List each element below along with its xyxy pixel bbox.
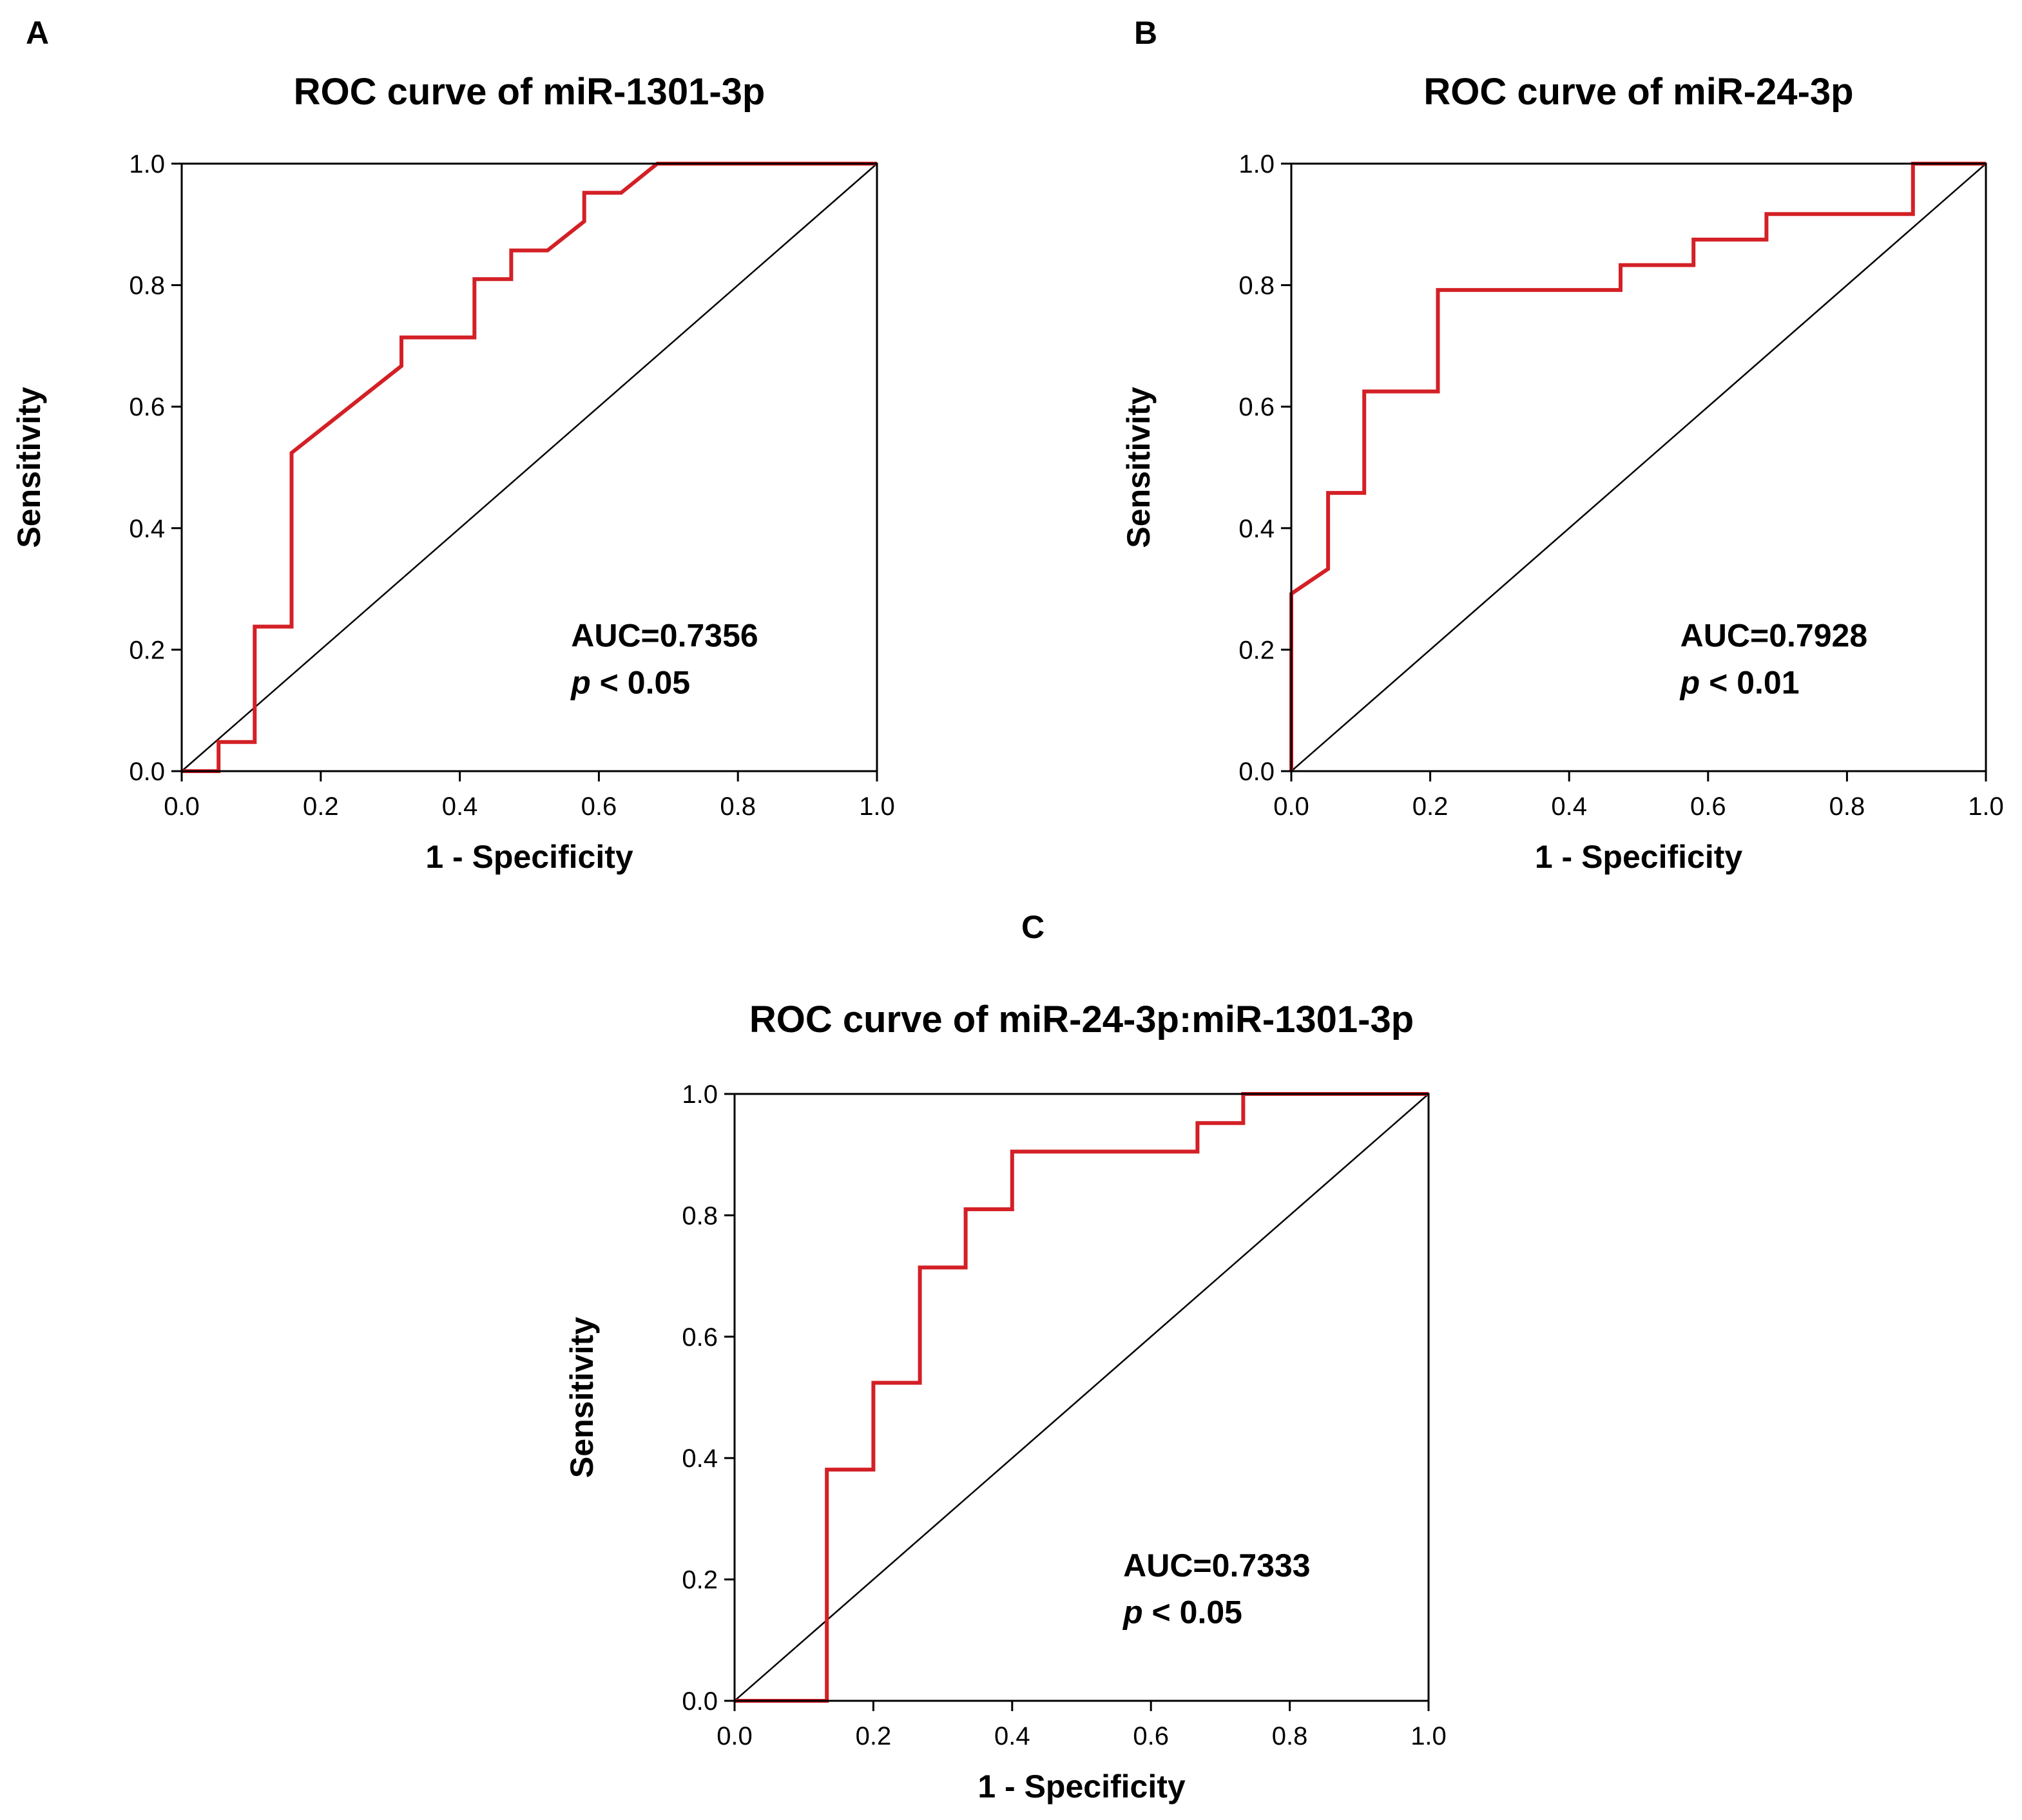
auc-annotation: AUC=0.7333 [1123,1547,1310,1584]
y-tick-label: 0.2 [682,1566,718,1595]
x-tick-label: 0.2 [1412,792,1449,821]
chart-title: ROC curve of miR-1301-3p [294,71,765,113]
x-tick-label: 0.0 [164,792,200,821]
x-tick-label: 0.2 [856,1722,892,1750]
x-axis-label: 1 - Specificity [425,839,633,875]
p-value-text: < 0.01 [1700,664,1799,700]
x-tick-label: 0.4 [994,1722,1030,1750]
x-tick-label: 0.4 [442,792,478,821]
y-tick-label: 0.4 [682,1444,718,1473]
y-tick-label: 0.4 [1238,515,1275,543]
x-tick-label: 0.8 [720,792,756,821]
y-axis-label: Sensitivity [11,387,47,548]
roc-curve-line [1289,162,1986,771]
plot-frame [733,1093,1430,1702]
x-tick-label: 1.0 [1411,1722,1447,1750]
panel-letter: C [1021,909,1045,945]
y-tick-label: 0.6 [129,393,165,421]
p-value-annotation: p < 0.01 [1679,664,1800,700]
y-tick-label: 0.8 [682,1202,718,1230]
p-symbol: p [1122,1594,1143,1630]
plot-frame [1290,162,1987,772]
y-axis-label: Sensitivity [1121,387,1157,548]
y-tick-label: 0.8 [1238,272,1275,300]
p-value-text: < 0.05 [591,664,690,700]
auc-annotation: AUC=0.7356 [571,618,758,654]
auc-annotation: AUC=0.7928 [1680,618,1867,654]
x-tick-label: 1.0 [859,792,895,821]
x-tick-label: 0.2 [303,792,339,821]
x-axis-label: 1 - Specificity [1535,839,1743,875]
roc-curve-line [182,162,877,773]
reference-diagonal-line [181,163,878,772]
x-tick-label: 0.6 [1133,1722,1169,1750]
y-tick-label: 0.8 [129,272,165,300]
p-value-annotation: p < 0.05 [1122,1594,1242,1630]
x-tick-label: 0.6 [1690,792,1726,821]
x-tick-label: 1.0 [1968,792,2004,821]
y-tick-label: 0.2 [1238,636,1275,664]
roc-panel-b: B ROC curve of miR-24-3p 0.0 0.2 0.4 0.6 0.8 1.… [1121,15,2004,875]
panel-letter: A [26,15,49,51]
y-tick-label: 0.0 [682,1687,718,1716]
x-tick-label: 0.4 [1551,792,1587,821]
roc-panel-a: A ROC curve of miR-1301-3p 0.0 0.2 0.4 0.6 0.8… [11,15,895,875]
y-tick-label: 1.0 [129,150,165,178]
x-tick-label: 0.6 [581,792,617,821]
x-tick-label: 0.0 [717,1722,753,1750]
y-tick-label: 0.2 [129,636,165,664]
y-tick-label: 0.4 [129,515,165,543]
reference-diagonal-line [1291,163,1987,772]
x-tick-label: 0.8 [1829,792,1865,821]
p-symbol: p [570,664,591,700]
y-tick-label: 0.0 [129,758,165,786]
p-value-text: < 0.05 [1143,1594,1242,1630]
p-symbol: p [1679,664,1700,700]
roc-curve-line [735,1092,1429,1703]
y-tick-label: 0.0 [1238,758,1275,786]
chart-title: ROC curve of miR-24-3p:miR-1301-3p [749,999,1414,1040]
chart-title: ROC curve of miR-24-3p [1423,71,1853,113]
x-tick-label: 0.8 [1272,1722,1308,1750]
y-tick-label: 1.0 [1238,150,1275,178]
x-tick-label: 0.0 [1273,792,1309,821]
panel-letter: B [1134,15,1157,51]
y-tick-label: 1.0 [682,1080,718,1109]
p-value-annotation: p < 0.05 [570,664,690,700]
plot-frame [180,162,878,772]
y-tick-label: 0.6 [682,1323,718,1352]
roc-panel-c: C ROC curve of miR-24-3p:miR-1301-3p 0.0 0.… [564,909,1447,1805]
x-axis-label: 1 - Specificity [977,1768,1186,1805]
y-tick-label: 0.6 [1238,393,1275,421]
y-axis-label: Sensitivity [564,1317,600,1478]
reference-diagonal-line [734,1093,1429,1701]
